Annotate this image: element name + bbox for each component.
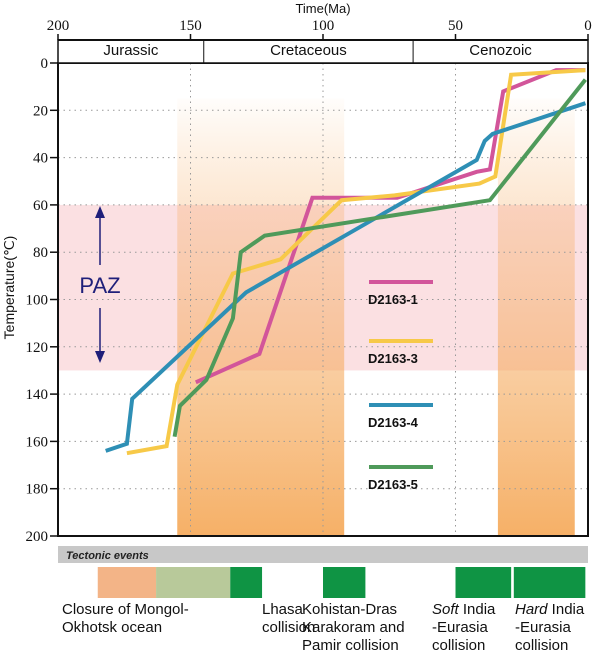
y-tick-label-0: 0 [41,56,49,72]
y-tick-label-140: 140 [26,387,49,403]
tectonic-header-bar [58,546,588,563]
event-box-5-1 [513,567,586,598]
event-label-4-line-3: collision [432,637,485,653]
series-line-D2163-5 [172,78,587,438]
period-label-jurassic: Jurassic [103,42,159,59]
y-tick-label-160: 160 [26,434,49,450]
period-label-cenozoic: Cenozoic [469,42,532,59]
event-box-4-1 [455,567,512,598]
event-box-3-1 [323,567,366,598]
x-tick-label-0: 0 [584,18,592,34]
y-tick-label-60: 60 [33,198,48,214]
y-tick-label-80: 80 [33,245,48,261]
event-label-1-line-1: Closure of Mongol- [62,601,189,618]
legend-label-D2163-4: D2163-4 [368,415,419,430]
y-tick-label-20: 20 [33,103,48,119]
series-line-D2163-1 [194,68,586,385]
event-label-5-line-2: -Eurasia [515,619,572,636]
y-tick-label-180: 180 [26,482,49,498]
paz-arrow-down-head [95,351,105,363]
event-label-2-line-1: Lhasa [262,601,304,618]
x-axis-title: Time(Ma) [295,1,350,16]
y-tick-label-40: 40 [33,151,48,167]
y-tick-label-120: 120 [26,340,49,356]
tectonic-header: Tectonic events [66,550,149,562]
x-tick-label-50: 50 [448,18,463,34]
y-tick-label-100: 100 [26,293,49,309]
time-band-2 [497,98,575,536]
time-band-1 [177,98,345,536]
event-label-5-line-1: Hard India [515,601,585,618]
event-label-5-line-3: collision [515,637,568,653]
event-box-1-1 [97,567,157,598]
paz-arrow-up-head [95,206,105,218]
event-label-4-line-1: Soft India [432,601,496,618]
event-box-1-2 [156,567,231,598]
period-label-cretaceous: Cretaceous [270,42,347,59]
legend-label-D2163-3: D2163-3 [368,351,418,366]
y-tick-label-200: 200 [26,529,49,545]
event-label-1-line-2: Okhotsk ocean [62,619,162,636]
event-label-2-line-2: collision [262,619,315,636]
event-label-3-line-1: Kohistan-Dras [302,601,397,618]
legend-label-D2163-1: D2163-1 [368,292,418,307]
event-label-4-line-2: -Eurasia [432,619,489,636]
event-box-2-1 [230,567,263,598]
x-tick-label-200: 200 [47,18,70,34]
x-tick-label-150: 150 [179,18,202,34]
series-line-D2163-3 [126,68,586,456]
event-label-3-line-3: Pamir collision [302,637,399,653]
legend-label-D2163-5: D2163-5 [368,477,418,492]
x-tick-label-100: 100 [312,18,335,34]
y-axis-title: Temperature(℃) [1,236,17,340]
event-label-3-line-2: Karakoram and [302,619,405,636]
paz-label: PAZ [79,273,120,298]
series-line-D2163-4 [105,101,587,453]
